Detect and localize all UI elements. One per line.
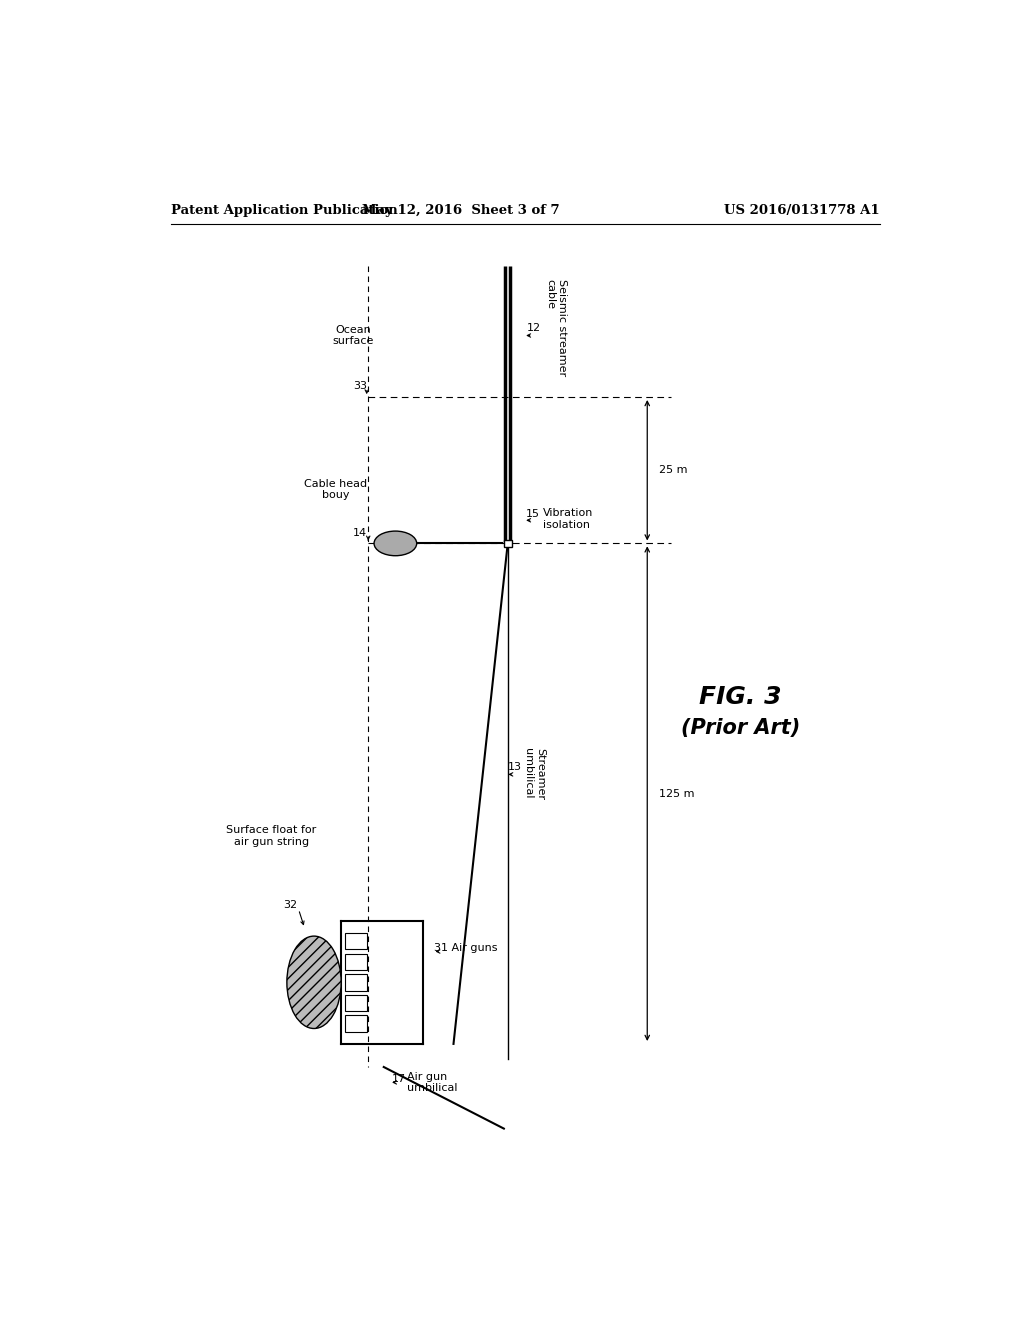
Text: Ocean
surface: Ocean surface	[332, 325, 374, 346]
Text: 125 m: 125 m	[658, 788, 694, 799]
Bar	[345, 933, 367, 949]
Text: 12: 12	[527, 323, 542, 333]
Text: May 12, 2016  Sheet 3 of 7: May 12, 2016 Sheet 3 of 7	[362, 205, 560, 218]
Text: Air gun
umbilical: Air gun umbilical	[407, 1072, 458, 1093]
Text: 13: 13	[508, 762, 522, 772]
Text: Cable head
bouy: Cable head bouy	[304, 479, 368, 500]
Text: (Prior Art): (Prior Art)	[681, 718, 800, 738]
Bar	[345, 1015, 367, 1032]
Text: 31 Air guns: 31 Air guns	[434, 942, 498, 953]
Bar	[504, 540, 512, 548]
Text: 32: 32	[283, 900, 297, 911]
Text: Seismic streamer
cable: Seismic streamer cable	[545, 280, 566, 376]
Text: US 2016/0131778 A1: US 2016/0131778 A1	[724, 205, 880, 218]
Text: Streamer
umbilical: Streamer umbilical	[523, 748, 545, 800]
Bar	[345, 995, 367, 1011]
Text: Patent Application Publication: Patent Application Publication	[171, 205, 397, 218]
Text: 33: 33	[352, 380, 367, 391]
Text: 15: 15	[525, 510, 540, 519]
Text: Vibration
isolation: Vibration isolation	[543, 508, 593, 529]
Ellipse shape	[374, 531, 417, 556]
Text: Surface float for
air gun string: Surface float for air gun string	[226, 825, 316, 847]
Text: 25 m: 25 m	[658, 465, 687, 475]
Text: 14: 14	[352, 528, 367, 539]
Ellipse shape	[287, 936, 341, 1028]
Bar	[345, 974, 367, 990]
Text: FIG. 3: FIG. 3	[699, 685, 781, 709]
Bar	[345, 953, 367, 970]
Text: 17: 17	[391, 1073, 406, 1084]
